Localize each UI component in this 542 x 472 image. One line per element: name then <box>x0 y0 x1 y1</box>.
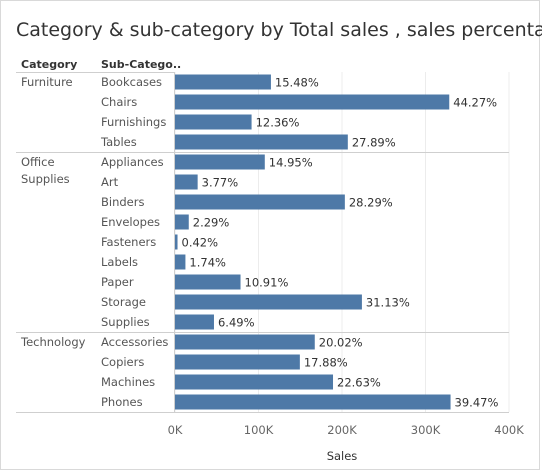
subcategory-label: Envelopes <box>101 215 160 229</box>
data-label: 15.48% <box>275 76 319 90</box>
bar <box>175 174 198 190</box>
bar <box>175 74 271 90</box>
bar <box>175 194 345 210</box>
data-label: 1.74% <box>189 256 226 270</box>
data-label: 3.77% <box>202 176 239 190</box>
data-label: 20.02% <box>319 336 363 350</box>
bar <box>175 354 300 370</box>
subcategory-label: Storage <box>101 295 146 309</box>
data-label: 10.91% <box>245 276 289 290</box>
bar <box>175 94 450 110</box>
subcategory-label: Binders <box>101 195 144 209</box>
x-tick-label: 100K <box>244 423 274 437</box>
bar <box>175 274 241 290</box>
x-tick-label: 200K <box>327 423 357 437</box>
bar <box>175 154 265 170</box>
bar <box>175 214 189 230</box>
data-label: 6.49% <box>218 316 255 330</box>
bar <box>175 294 362 310</box>
bar <box>175 254 186 270</box>
data-label: 17.88% <box>304 356 348 370</box>
x-tick-label: 400K <box>494 423 524 437</box>
bar <box>175 394 451 410</box>
category-label: Furniture <box>21 75 73 89</box>
x-axis-title: Sales <box>327 449 358 463</box>
subcategory-label: Chairs <box>101 95 137 109</box>
bar <box>175 374 334 390</box>
subcategory-label: Machines <box>101 375 155 389</box>
bar <box>175 134 348 150</box>
data-label: 2.29% <box>193 216 230 230</box>
x-tick-label: 0K <box>168 423 183 437</box>
subcategory-header: Sub-Catego.. <box>101 58 181 71</box>
data-label: 39.47% <box>455 396 499 410</box>
data-label: 14.95% <box>269 156 313 170</box>
data-label: 27.89% <box>352 136 396 150</box>
bar <box>175 114 252 130</box>
data-label: 12.36% <box>256 116 300 130</box>
subcategory-label: Labels <box>101 255 138 269</box>
subcategory-label: Copiers <box>101 355 144 369</box>
subcategory-label: Phones <box>101 395 143 409</box>
subcategory-label: Paper <box>101 275 134 289</box>
x-tick-label: 300K <box>411 423 441 437</box>
bar <box>175 334 315 350</box>
data-label: 28.29% <box>349 196 393 210</box>
data-label: 22.63% <box>337 376 381 390</box>
data-label: 31.13% <box>366 296 410 310</box>
data-label: 0.42% <box>182 236 219 250</box>
subcategory-label: Appliances <box>101 155 164 169</box>
subcategory-label: Art <box>101 175 119 189</box>
category-label: Supplies <box>21 172 70 186</box>
category-header: Category <box>21 58 77 71</box>
subcategory-label: Tables <box>100 135 137 149</box>
data-label: 44.27% <box>453 96 497 110</box>
category-label: Technology <box>20 335 86 349</box>
subcategory-label: Supplies <box>101 315 150 329</box>
bar <box>175 314 214 330</box>
bar <box>175 234 178 250</box>
chart-title: Category & sub-category by Total sales ,… <box>16 19 542 41</box>
subcategory-label: Bookcases <box>101 75 162 89</box>
category-label: Office <box>21 155 55 169</box>
subcategory-label: Accessories <box>101 335 168 349</box>
subcategory-label: Fasteners <box>101 235 156 249</box>
subcategory-label: Furnishings <box>101 115 166 129</box>
